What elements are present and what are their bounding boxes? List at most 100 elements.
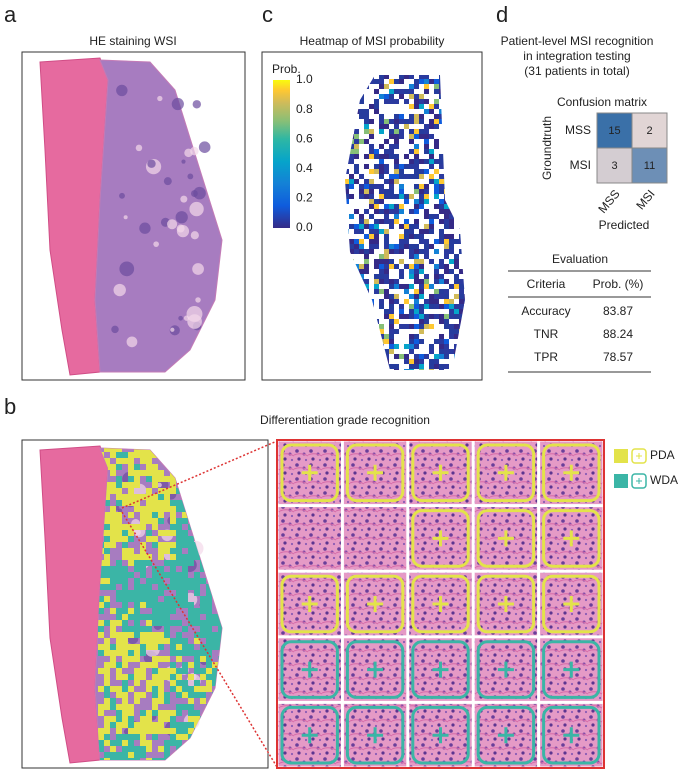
heatmap-cell xyxy=(384,359,389,364)
heatmap-cell xyxy=(424,169,429,174)
heatmap-cell xyxy=(454,79,459,84)
heatmap-cell xyxy=(444,289,449,294)
panel-frame xyxy=(21,439,269,769)
grade-cell xyxy=(104,554,110,560)
grade-cell xyxy=(206,656,212,662)
grade-cell xyxy=(128,656,134,662)
grade-cell xyxy=(182,692,188,698)
grade-cell xyxy=(146,638,152,644)
grade-cell xyxy=(200,698,206,704)
heatmap-cell xyxy=(449,234,454,239)
grade-cell xyxy=(116,578,122,584)
heatmap-cell xyxy=(419,174,424,179)
grade-cell xyxy=(128,482,134,488)
heatmap-cell xyxy=(359,334,364,339)
heatmap-cell xyxy=(399,75,404,79)
heatmap-cell xyxy=(414,144,419,149)
heatmap-cell xyxy=(414,224,419,229)
heatmap-cell xyxy=(434,179,439,184)
heatmap-cell xyxy=(414,264,419,269)
grade-cell xyxy=(146,530,152,536)
heatmap-cell xyxy=(364,289,369,294)
heatmap-cell xyxy=(414,169,419,174)
grade-cell xyxy=(146,500,152,506)
heatmap-cell xyxy=(449,89,454,94)
grade-cell xyxy=(116,758,122,760)
heatmap-cell xyxy=(439,294,444,299)
tile-cross xyxy=(367,464,384,481)
heatmap-cell xyxy=(444,354,449,359)
heatmap-cell xyxy=(399,284,404,289)
grade-cell xyxy=(146,758,152,760)
grade-cell xyxy=(158,512,164,518)
heatmap-cell xyxy=(399,204,404,209)
heatmap-cell xyxy=(414,309,419,314)
heatmap-cell xyxy=(389,209,394,214)
grade-cell xyxy=(164,626,170,632)
grade-cell xyxy=(122,674,128,680)
heatmap-cell xyxy=(424,124,429,129)
heatmap-cell xyxy=(444,184,449,189)
grade-cell xyxy=(206,596,212,602)
grade-cell xyxy=(128,746,134,752)
heatmap-cell xyxy=(409,274,414,279)
grade-cell xyxy=(170,710,176,716)
heatmap-cell xyxy=(384,219,389,224)
heatmap-cell xyxy=(345,359,349,364)
heatmap-cell xyxy=(389,99,394,104)
grade-cell xyxy=(182,596,188,602)
heatmap-cell xyxy=(384,289,389,294)
heatmap-cell xyxy=(414,249,419,254)
heatmap-cell xyxy=(439,314,444,319)
heatmap-cell xyxy=(345,129,349,134)
grade-cell xyxy=(176,674,182,680)
heatmap-cell xyxy=(399,94,404,99)
heatmap-cell xyxy=(419,189,424,194)
grade-cell xyxy=(182,680,188,686)
heatmap-cell xyxy=(434,104,439,109)
heatmap-cell xyxy=(459,204,464,209)
heatmap-cell xyxy=(384,164,389,169)
grade-cell xyxy=(152,758,158,760)
grade-cell xyxy=(104,668,110,674)
heatmap-cell xyxy=(394,154,399,159)
grade-cell xyxy=(188,608,194,614)
heatmap-cell xyxy=(349,224,354,229)
grade-cell xyxy=(146,506,152,512)
grade-cell xyxy=(134,746,140,752)
heatmap-cell xyxy=(349,299,354,304)
heatmap-cell xyxy=(354,179,359,184)
grade-cell xyxy=(182,542,188,548)
grade-cell xyxy=(176,518,182,524)
heatmap-cell xyxy=(389,249,394,254)
grade-cell xyxy=(122,584,128,590)
grade-cell xyxy=(218,458,222,464)
tissue-spot xyxy=(117,508,123,513)
heatmap-cell xyxy=(449,314,454,319)
heatmap-cell xyxy=(414,259,419,264)
grade-cell xyxy=(194,590,200,596)
heatmap-cell xyxy=(379,254,384,259)
grade-cell xyxy=(104,734,110,740)
grade-cell xyxy=(188,494,194,500)
grade-cell xyxy=(116,722,122,728)
grade-cell xyxy=(170,530,176,536)
grade-cell xyxy=(194,692,200,698)
grade-cell xyxy=(110,716,116,722)
grade-cell xyxy=(206,710,212,716)
heatmap-cell xyxy=(424,199,429,204)
heatmap-cell xyxy=(454,75,459,79)
heatmap-cell xyxy=(394,364,399,369)
grade-cell xyxy=(182,494,188,500)
grade-cell xyxy=(146,746,152,752)
heatmap-cell xyxy=(404,229,409,234)
grade-cell xyxy=(128,674,134,680)
grade-cell xyxy=(152,734,158,740)
heatmap-cell xyxy=(409,324,414,329)
grade-cell xyxy=(200,560,206,566)
heatmap-cell xyxy=(374,89,379,94)
tissue-spot xyxy=(123,215,128,220)
grade-cell xyxy=(194,494,200,500)
heatmap-cell xyxy=(454,194,459,199)
grade-cell xyxy=(224,632,230,638)
